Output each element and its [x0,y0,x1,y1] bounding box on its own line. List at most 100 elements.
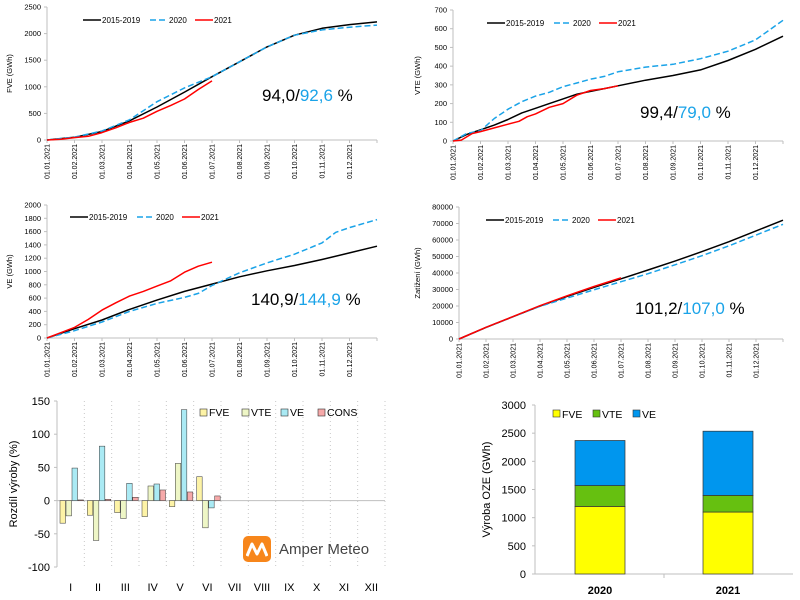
legend-label-2015-2019: 2015-2019 [102,16,141,25]
y-tick-label: 50000 [432,252,453,261]
bar-CONS-VI [214,495,221,501]
logo-icon [243,536,271,562]
y-axis-label: Zatížení (GWh) [413,247,422,299]
legend-label-FVE: FVE [562,409,582,421]
x-tick-label: 01.09.2021 [265,342,272,377]
pct-suffix: % [333,86,353,105]
x-tick-label: 2021 [716,585,740,597]
percentage-annotation: 101,2/107,0 % [635,299,745,318]
x-tick-label: 01.01.2021 [457,343,464,378]
legend-label-VTE: VTE [251,407,271,419]
bar-FVE-II [87,500,94,516]
y-tick-label: 300 [434,80,447,89]
x-tick-label: 01.11.2021 [726,145,733,180]
x-tick-label: 01.05.2021 [155,342,162,377]
y-tick-label: 1000 [24,267,41,276]
x-tick-label: 01.10.2021 [292,342,299,377]
x-tick-label: 01.03.2021 [511,343,518,378]
y-tick-label: 400 [28,307,41,316]
y-tick-label: 2000 [502,456,526,468]
series-line-2020 [458,223,784,340]
bar-VTE-I [65,500,72,517]
x-tick-label: 01.07.2021 [210,144,217,179]
pct-suffix: % [725,299,745,318]
pct-2020: 144,9 [298,290,341,309]
percentage-annotation: 94,0/92,6 % [262,86,353,105]
line-chart-ve: 0 200 400 600 800 1000 1200 1400 1600 1800 2000 01.… [5,201,378,377]
x-tick-label: 01.12.2021 [347,144,354,179]
x-tick-label: 01.03.2021 [506,145,513,180]
y-tick-label: 2000 [24,29,41,38]
x-tick-label: VIII [254,582,271,594]
bar-FVE-IV [141,500,148,517]
y-tick-label: 1500 [24,56,41,65]
bar-VE-III [126,483,133,501]
y-axis-label: VE (GWh) [5,254,14,289]
legend-swatch-VTE [592,409,601,418]
y-tick-label: 600 [28,294,41,303]
y-tick-label: 200 [28,320,41,329]
x-tick-label: 01.09.2021 [265,144,272,179]
y-axis-label: Rozdíl výroby (%) [8,441,20,528]
y-tick-label: 0 [37,334,41,343]
x-tick-label: VII [228,582,241,594]
x-tick-label: 01.03.2021 [100,144,107,179]
y-tick-label: 800 [28,280,41,289]
x-tick-label: X [313,582,321,594]
y-tick-label: 1000 [502,513,526,525]
x-tick-label: 01.12.2021 [347,342,354,377]
bar-FVE-2021 [702,511,754,575]
x-tick-label: 01.06.2021 [588,145,595,180]
y-tick-label: 100 [434,118,447,127]
legend-label-CONS: CONS [327,407,357,419]
pct-suffix: % [341,290,361,309]
x-tick-label: 01.03.2021 [100,342,107,377]
y-tick-label: -50 [34,529,50,541]
x-tick-label: 01.11.2021 [320,342,327,377]
x-tick-label: 01.05.2021 [155,144,162,179]
legend-swatch-FVE [552,409,561,418]
series-line-2015-2019 [452,35,784,142]
legend-label-VTE: VTE [602,409,622,421]
y-tick-label: 2500 [502,428,526,440]
x-tick-label: 01.02.2021 [72,342,79,377]
y-tick-label: 400 [434,62,447,71]
x-tick-label: 01.12.2021 [754,343,761,378]
legend-label-2015-2019: 2015-2019 [89,213,128,222]
logo-text: Amper Meteo [279,540,370,558]
legend-label-FVE: FVE [209,407,229,419]
y-tick-label: 60000 [432,236,453,245]
x-tick-label: 01.10.2021 [700,343,707,378]
bar-FVE-VI [196,476,203,501]
x-tick-label: 01.07.2021 [619,343,626,378]
y-axis-label: VTE (GWh) [413,56,422,95]
pct-suffix: % [711,103,731,122]
x-tick-label: V [176,582,184,594]
bar-VE-VI [208,500,215,509]
series-line-2020 [46,218,378,339]
series-line-2015-2019 [46,245,378,339]
y-tick-label: 0 [44,496,50,508]
x-tick-label: 01.01.2021 [45,342,52,377]
y-tick-label: 20000 [432,302,453,311]
y-tick-label: 70000 [432,219,453,228]
legend-label-2020: 2020 [169,16,187,25]
y-tick-label: 1400 [24,240,41,249]
y-tick-label: 150 [32,396,50,408]
x-tick-label: 01.09.2021 [671,145,678,180]
x-tick-label: II [95,582,101,594]
bar-VTE-III [120,500,127,519]
bar-FVE-V [169,500,176,507]
bar-CONS-III [132,497,139,501]
percentage-annotation: 140,9/144,9 % [251,290,361,309]
bar-VTE-VI [202,500,209,529]
bar-VE-2021 [702,430,754,496]
series-line-2021 [452,85,619,142]
x-tick-label: 01.01.2021 [45,144,52,179]
percentage-annotation: 99,4/79,0 % [640,103,731,122]
x-tick-label: 01.11.2021 [320,144,327,179]
amper-meteo-logo: Amper Meteo [243,536,369,562]
y-tick-label: 0 [443,137,447,146]
